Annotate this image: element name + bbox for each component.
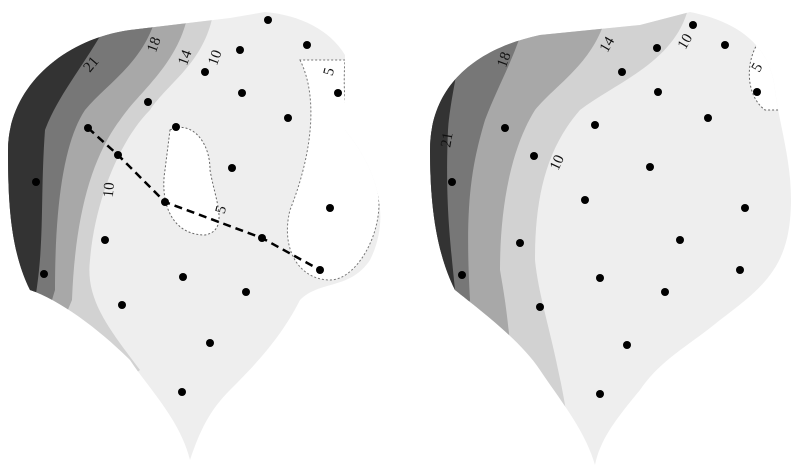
sample-point	[501, 124, 509, 132]
band	[8, 12, 120, 460]
sample-point	[284, 114, 292, 122]
sample-point	[458, 271, 466, 279]
sample-point	[591, 121, 599, 129]
sample-point	[753, 88, 761, 96]
sample-point	[172, 123, 180, 131]
contour-label: 10	[101, 182, 118, 198]
left-map: 21 18 14 10 5 10 5	[8, 12, 381, 460]
sample-point	[448, 178, 456, 186]
sample-point	[596, 274, 604, 282]
sample-point	[618, 68, 626, 76]
sample-point	[516, 239, 524, 247]
sample-point	[114, 151, 122, 159]
sample-point	[721, 41, 729, 49]
sample-point	[201, 68, 209, 76]
sample-point	[653, 44, 661, 52]
sample-point	[736, 266, 744, 274]
sample-point	[581, 196, 589, 204]
sample-point	[179, 273, 187, 281]
contour-label: 5	[321, 66, 338, 77]
left-bands	[8, 12, 381, 460]
sample-point	[536, 303, 544, 311]
sample-point	[530, 152, 538, 160]
sample-point	[144, 98, 152, 106]
sample-point	[206, 339, 214, 347]
contour-label: 14	[175, 48, 195, 68]
sample-point	[258, 234, 266, 242]
sample-point	[689, 21, 697, 29]
sample-point	[334, 89, 342, 97]
sample-point	[326, 204, 334, 212]
sample-point	[242, 288, 250, 296]
sample-point	[32, 178, 40, 186]
contour-label: 18	[494, 50, 514, 70]
sample-point	[264, 16, 272, 24]
sample-point	[661, 288, 669, 296]
contour-label: 18	[144, 35, 164, 55]
sample-point	[84, 124, 92, 132]
sample-point	[238, 89, 246, 97]
sample-point	[316, 266, 324, 274]
contour-label: 5	[213, 204, 230, 215]
contour-label: 21	[438, 131, 456, 149]
sample-point	[161, 198, 169, 206]
sample-points	[32, 16, 342, 396]
contour-label: 10	[547, 153, 568, 173]
sample-point	[101, 236, 109, 244]
contour-label: 10	[205, 48, 225, 68]
sample-point	[646, 163, 654, 171]
sample-point	[596, 390, 604, 398]
sample-point	[741, 204, 749, 212]
sample-point	[40, 270, 48, 278]
right-map: 18 14 10 5 21 10	[430, 12, 792, 465]
sample-point	[654, 88, 662, 96]
sample-points	[448, 21, 761, 398]
low-region	[286, 59, 380, 281]
sample-point	[178, 388, 186, 396]
sample-point	[236, 46, 244, 54]
sample-point	[676, 236, 684, 244]
sample-point	[118, 301, 126, 309]
sample-point	[303, 41, 311, 49]
sample-point	[704, 114, 712, 122]
right-bands	[430, 12, 792, 465]
sample-point	[228, 164, 236, 172]
low-region	[748, 39, 792, 111]
sample-point	[623, 341, 631, 349]
contour-label: 10	[675, 31, 696, 52]
